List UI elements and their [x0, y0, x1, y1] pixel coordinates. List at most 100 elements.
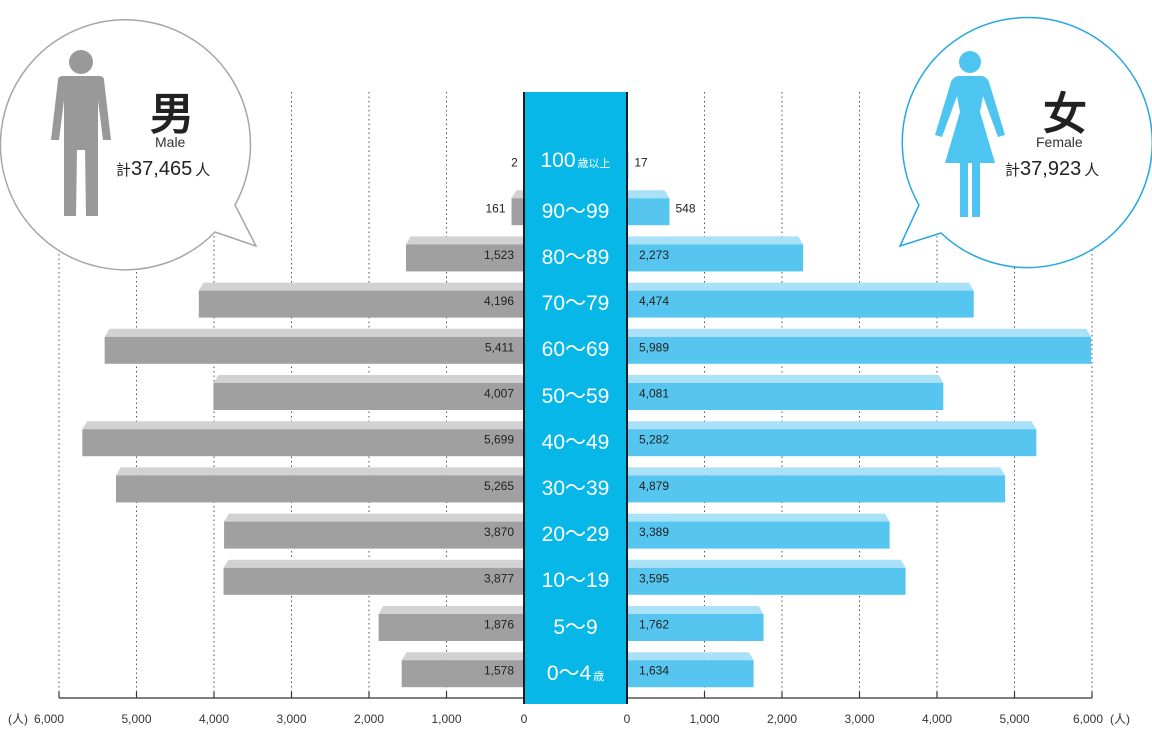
male-value-label-10: 1,876	[484, 618, 514, 632]
female-bar-top-10	[627, 606, 764, 614]
age-label-10: 5〜9	[524, 611, 627, 641]
age-label-1: 90〜99	[524, 195, 627, 225]
female-tick-label-2000: 2,000	[767, 712, 797, 726]
male-bar-9	[223, 567, 524, 595]
male-bar-11	[401, 660, 524, 688]
age-label-6: 40〜49	[524, 426, 627, 456]
female-value-label-2: 2,273	[639, 248, 669, 262]
female-title: 女	[1043, 89, 1087, 140]
female-bar-top-5	[627, 375, 944, 383]
male-tick-label-2000: 2,000	[354, 712, 384, 726]
male-bar-8	[224, 521, 524, 549]
female-value-label-10: 1,762	[639, 618, 669, 632]
female-value-label-8: 3,389	[639, 525, 669, 539]
female-subtitle: Female	[1036, 134, 1083, 150]
male-total-suffix: 人	[195, 162, 211, 179]
age-label-main-3: 70〜79	[541, 292, 610, 316]
male-tick-label-1000: 1,000	[431, 712, 461, 726]
female-tick-label-6000: 6,000	[1073, 712, 1103, 726]
female-bar-top-2	[627, 236, 804, 245]
male-bubble	[0, 19, 258, 271]
male-tick-label-6000: 6,000	[34, 712, 64, 726]
male-bar-3	[198, 290, 524, 318]
age-label-2: 80〜89	[524, 241, 627, 271]
female-bar-top-4	[627, 328, 1092, 337]
female-bar-11	[627, 660, 754, 688]
female-bar-7	[627, 475, 1006, 503]
age-label-5: 50〜59	[524, 380, 627, 410]
male-bar-top-3	[198, 282, 524, 291]
male-bar-7	[115, 475, 525, 503]
male-unit-label: (人)	[8, 712, 28, 726]
female-person-icon	[935, 51, 1005, 217]
female-value-label-1: 548	[675, 202, 695, 216]
male-bar-top-10	[378, 606, 524, 614]
male-bar-4	[104, 336, 525, 364]
male-value-label-0: 2	[511, 156, 518, 170]
female-value-label-3: 4,474	[639, 294, 669, 308]
male-tick-label-4000: 4,000	[199, 712, 229, 726]
female-bar-3	[627, 290, 974, 318]
age-label-11: 0〜4 歳	[524, 657, 627, 687]
male-bar-top-7	[115, 467, 525, 476]
female-tick-label-3000: 3,000	[844, 712, 874, 726]
male-bar-2	[405, 244, 524, 272]
male-tick-label-5000: 5,000	[121, 712, 151, 726]
male-bar-top-4	[104, 328, 525, 337]
male-bar-6	[82, 429, 524, 457]
male-value-label-7: 5,265	[484, 479, 514, 493]
age-label-main-9: 10〜19	[541, 569, 610, 593]
male-bar-10	[378, 614, 524, 641]
age-label-unit-0: 歳以上	[577, 157, 611, 170]
female-bar-9	[627, 567, 906, 595]
female-total-value: 37,923	[1020, 158, 1082, 180]
female-bar-4	[627, 336, 1092, 364]
male-bar-top-8	[224, 513, 524, 522]
female-bar-top-7	[627, 467, 1006, 476]
female-bar-1	[627, 198, 670, 226]
male-total: 計37,465 人	[116, 158, 210, 181]
male-value-label-6: 5,699	[484, 433, 514, 447]
male-bar-top-9	[223, 559, 524, 568]
female-bar-top-6	[627, 421, 1037, 430]
female-bar-top-1	[627, 190, 670, 199]
male-bar-top-11	[401, 652, 524, 661]
female-tick-label-1000: 1,000	[689, 712, 719, 726]
female-tick-label-0: 0	[624, 712, 631, 726]
female-total: 計37,923 人	[1005, 158, 1099, 181]
female-tick-label-5000: 5,000	[999, 712, 1029, 726]
male-subtitle: Male	[155, 134, 186, 150]
age-label-main-5: 50〜59	[541, 384, 610, 408]
male-person-icon	[51, 50, 111, 216]
age-band-left-line	[523, 92, 525, 704]
age-label-main-0: 100	[540, 148, 576, 172]
female-value-label-0: 17	[634, 156, 648, 170]
age-label-3: 70〜79	[524, 287, 627, 317]
male-value-label-5: 4,007	[484, 387, 514, 401]
age-band-right-line	[626, 92, 628, 704]
male-bar-top-2	[405, 236, 524, 245]
female-value-label-6: 5,282	[639, 433, 669, 447]
female-unit-label: (人)	[1110, 712, 1130, 726]
age-label-main-6: 40〜49	[541, 430, 610, 454]
age-label-main-11: 0〜4	[546, 661, 592, 685]
age-label-main-7: 30〜39	[541, 476, 610, 500]
male-value-label-4: 5,411	[485, 340, 514, 354]
female-bar-top-9	[627, 559, 906, 568]
male-title: 男	[150, 89, 194, 140]
male-bar-top-1	[511, 190, 524, 199]
female-total-prefix: 計	[1005, 162, 1021, 179]
male-value-label-3: 4,196	[484, 294, 514, 308]
female-bar-5	[627, 383, 944, 410]
female-bar-top-11	[627, 652, 754, 661]
age-label-main-8: 20〜29	[541, 523, 610, 547]
female-bar-6	[627, 429, 1037, 457]
female-bar-2	[627, 244, 804, 272]
age-band	[524, 92, 627, 704]
female-bar-top-8	[627, 513, 890, 522]
female-bar-8	[627, 521, 890, 549]
age-label-7: 30〜39	[524, 472, 627, 502]
female-bubble	[898, 16, 1152, 269]
male-bar-1	[511, 198, 524, 226]
